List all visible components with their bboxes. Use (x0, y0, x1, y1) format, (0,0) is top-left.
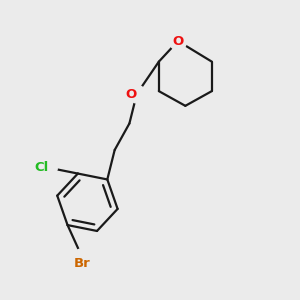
Text: O: O (125, 88, 137, 100)
Circle shape (74, 249, 91, 266)
Circle shape (169, 32, 187, 50)
Text: Cl: Cl (34, 161, 48, 174)
Text: Br: Br (74, 257, 91, 271)
Circle shape (128, 85, 146, 103)
Circle shape (40, 159, 57, 176)
Text: O: O (172, 34, 184, 48)
